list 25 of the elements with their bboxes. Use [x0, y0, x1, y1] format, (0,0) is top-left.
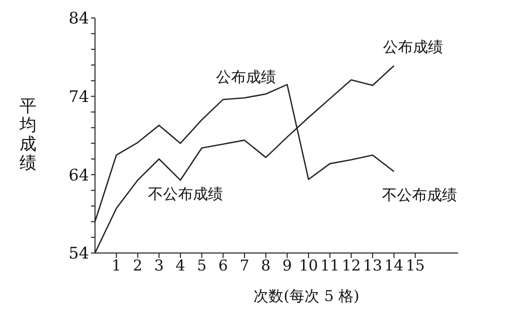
y-tick-label: 74	[68, 87, 89, 106]
x-tick-label: 4	[176, 256, 186, 275]
x-axis-title: 次数(每次 5 格)	[254, 287, 360, 305]
x-tick-label: 13	[363, 256, 382, 275]
x-tick-label: 7	[240, 256, 250, 275]
annotation: 公布成绩	[216, 68, 276, 87]
x-tick-label: 9	[282, 256, 292, 275]
annotation: 不公布成绩	[148, 185, 223, 204]
x-tick-label: 14	[384, 256, 404, 275]
x-tick-label: 11	[320, 256, 340, 275]
x-tick-label: 15	[406, 256, 425, 275]
y-tick-label: 54	[68, 244, 89, 263]
y-tick-label: 64	[68, 165, 89, 184]
x-tick-label: 12	[342, 256, 361, 275]
x-tick-label: 2	[132, 256, 142, 275]
y-axis-title: 平均成绩	[18, 96, 36, 174]
x-tick-label: 5	[196, 256, 207, 275]
x-tick-label: 3	[154, 256, 164, 275]
x-tick-label: 6	[218, 256, 228, 275]
annotation: 公布成绩	[383, 38, 443, 57]
annotation: 不公布成绩	[382, 186, 457, 205]
x-tick-label: 1	[112, 256, 122, 275]
y-tick-label: 84	[68, 8, 89, 28]
x-tick-label: 10	[298, 256, 318, 275]
x-tick-label: 8	[261, 256, 271, 275]
